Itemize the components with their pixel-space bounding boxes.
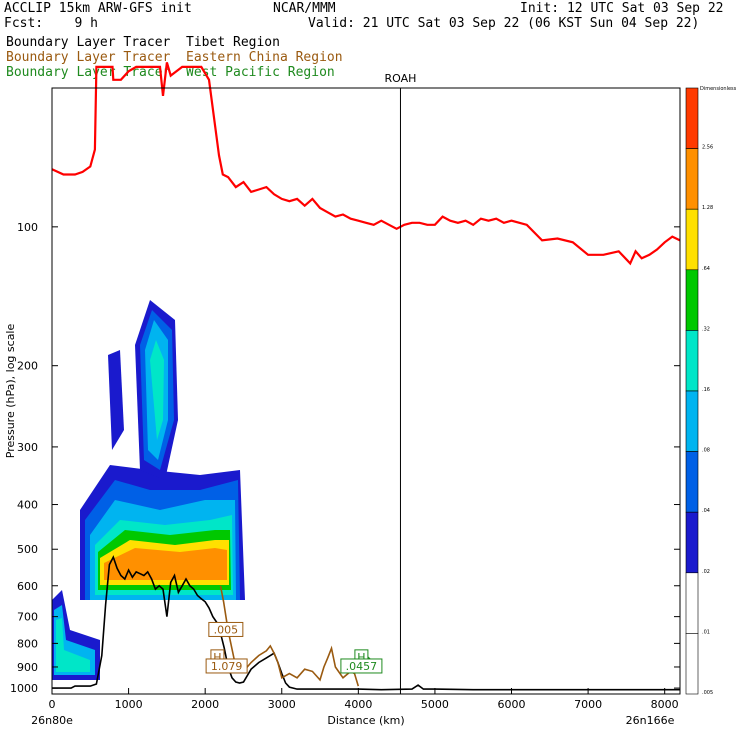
x-tick-label: 1000 bbox=[115, 698, 143, 711]
annotation-label: H bbox=[357, 651, 365, 664]
x-tick-label: 0 bbox=[49, 698, 56, 711]
left-endpoint-label: 26n80e bbox=[31, 714, 73, 727]
colorbar-swatch bbox=[685, 87, 699, 149]
colorbar: 2.56 1.28 .64 .32 .16 .08 .04 .02 .01 .005 Dimensi… bbox=[685, 86, 737, 696]
colorbar-swatch bbox=[685, 330, 699, 392]
y-tick-label: 1000 bbox=[10, 682, 38, 695]
annotation-label: 1.079 bbox=[211, 660, 243, 673]
annotation-box bbox=[208, 621, 244, 637]
x-tick-label: 5000 bbox=[421, 698, 449, 711]
series-line-terrain bbox=[52, 555, 680, 691]
colorbar-swatch bbox=[685, 148, 699, 210]
forecast-hour: Fcst: 9 h bbox=[4, 16, 98, 31]
y-axis-label: Pressure (hPa), log scale bbox=[4, 324, 17, 459]
y-tick-label: 300 bbox=[17, 441, 38, 454]
annotation-label: .005 bbox=[214, 623, 239, 636]
x-axis-label: Distance (km) bbox=[327, 714, 404, 727]
colorbar-level-label: .02 bbox=[702, 569, 710, 575]
valid-time: Valid: 21 UTC Sat 03 Sep 22 (06 KST Sun … bbox=[308, 16, 700, 31]
y-tick-label: 900 bbox=[17, 661, 38, 674]
tracer-shading-6 bbox=[104, 548, 227, 580]
x-tick-label: 7000 bbox=[574, 698, 602, 711]
colorbar-level-label: .08 bbox=[702, 448, 710, 454]
roah-marker-label: ROAH bbox=[385, 72, 417, 85]
colorbar-swatch bbox=[685, 511, 699, 574]
colorbar-level-label: 2.56 bbox=[702, 145, 713, 151]
colorbar-swatch bbox=[685, 390, 699, 452]
annotation-box bbox=[340, 658, 383, 674]
colorbar-level-label: 1.28 bbox=[702, 205, 713, 211]
colorbar-level-label: .005 bbox=[702, 690, 713, 696]
colorbar-level-label: .16 bbox=[702, 387, 710, 393]
x-tick-label: 4000 bbox=[344, 698, 372, 711]
series-line-tropopause bbox=[51, 62, 681, 266]
colorbar-level-label: .04 bbox=[702, 508, 710, 514]
tracer-shading-7 bbox=[108, 350, 124, 450]
model-title: ACCLIP 15km ARW-GFS init bbox=[4, 1, 192, 16]
org-title: NCAR/MMM bbox=[273, 1, 336, 16]
colorbar-swatch bbox=[685, 572, 699, 634]
y-tick-label: 800 bbox=[17, 637, 38, 650]
x-tick-label: 6000 bbox=[498, 698, 526, 711]
colorbar-swatch bbox=[685, 633, 699, 695]
colorbar-level-label: .01 bbox=[702, 629, 710, 635]
x-tick-label: 3000 bbox=[268, 698, 296, 711]
x-tick-label: 8000 bbox=[651, 698, 679, 711]
tracer-shading-11 bbox=[150, 340, 164, 440]
init-time: Init: 12 UTC Sat 03 Sep 22 bbox=[520, 1, 724, 16]
colorbar-level-label: .32 bbox=[702, 326, 710, 332]
y-tick-label: 100 bbox=[17, 221, 38, 234]
y-tick-label: 600 bbox=[17, 580, 38, 593]
x-tick-label: 2000 bbox=[191, 698, 219, 711]
annotation-box bbox=[205, 658, 248, 674]
plot-frame bbox=[51, 87, 681, 695]
right-endpoint-label: 26n166e bbox=[626, 714, 675, 727]
field-label-tibet: Boundary Layer Tracer Tibet Region bbox=[6, 35, 280, 50]
annotation-label: .0457 bbox=[346, 660, 378, 673]
colorbar-swatch bbox=[685, 451, 699, 513]
field-label-eastern-china: Boundary Layer Tracer Eastern China Regi… bbox=[6, 50, 343, 65]
colorbar-title: Dimensionless bbox=[700, 86, 737, 92]
y-tick-label: 400 bbox=[17, 499, 38, 512]
tracer-shading-14 bbox=[56, 618, 90, 672]
y-tick-label: 700 bbox=[17, 611, 38, 624]
y-tick-label: 500 bbox=[17, 543, 38, 556]
colorbar-swatch bbox=[685, 269, 699, 331]
y-tick-label: 200 bbox=[17, 360, 38, 373]
colorbar-swatch bbox=[685, 208, 699, 271]
annotation-label: H bbox=[213, 651, 221, 664]
colorbar-level-label: .64 bbox=[702, 266, 710, 272]
